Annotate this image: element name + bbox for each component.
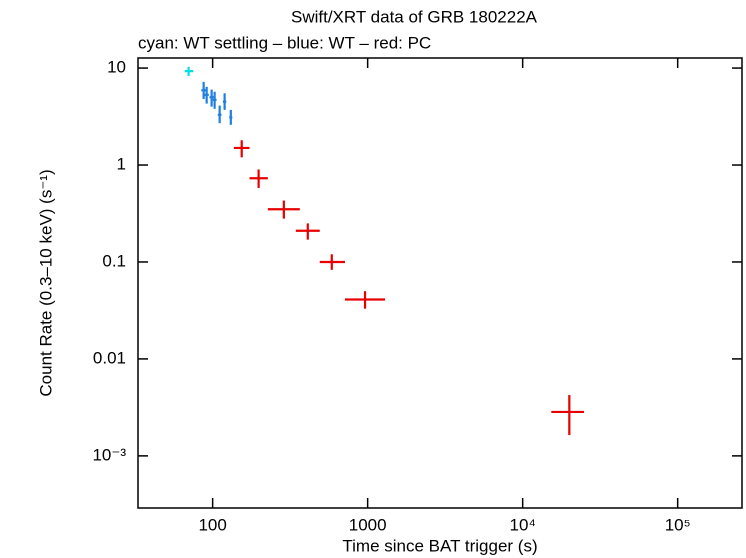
y-tick-label: 0.01 (93, 348, 126, 367)
x-tick-label: 1000 (349, 515, 387, 534)
x-tick-label: 10⁴ (510, 515, 536, 534)
x-tick-label: 100 (198, 515, 226, 534)
y-tick-label: 10 (107, 58, 126, 77)
chart-title: Swift/XRT data of GRB 180222A (291, 7, 538, 26)
plot-frame (137, 57, 743, 509)
chart-subtitle: cyan: WT settling – blue: WT – red: PC (138, 33, 431, 52)
x-axis-label: Time since BAT trigger (s) (342, 536, 537, 555)
y-tick-label: 1 (117, 155, 126, 174)
y-tick-label: 0.1 (102, 251, 126, 270)
x-tick-label: 10⁵ (665, 515, 691, 534)
y-tick-label: 10⁻³ (92, 445, 126, 464)
y-axis-label: Count Rate (0.3–10 keV) (s⁻¹) (36, 169, 55, 396)
